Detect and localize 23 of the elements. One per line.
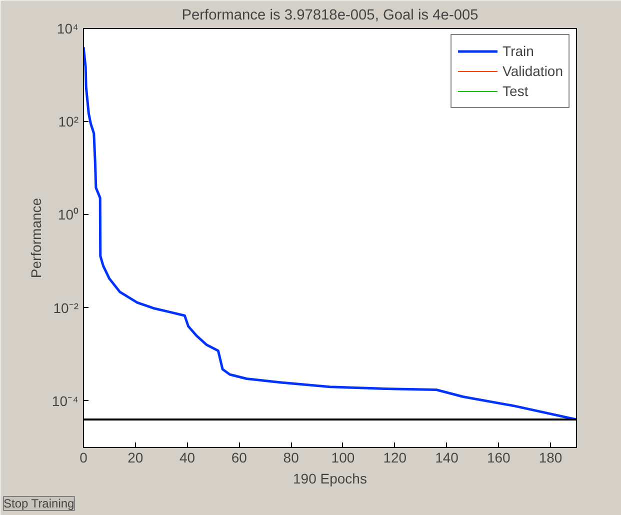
x-axis-title: 190 Epochs [293,470,367,486]
y-tick-label: 10⁻⁴ [52,392,79,409]
x-tick-label: 0 [80,450,88,466]
text: Stop Training [4,496,74,510]
x-tick-label: 160 [486,450,511,466]
x-tick-label: 80 [283,450,300,466]
y-tick-label: 10⁻² [53,300,79,316]
y-tick-label: 10² [58,114,79,130]
x-tick-label: 40 [180,450,196,466]
y-tick-label: 10⁰ [58,206,79,223]
legend-label: Validation [502,63,563,79]
x-tick-label: 20 [128,450,144,466]
chart-title: Performance is 3.97818e-005, Goal is 4e-005 [182,8,478,24]
line-series [84,46,576,421]
x-tick-label: 100 [331,450,355,466]
legend-label: Test [502,83,528,99]
x-tick-label: 120 [383,450,407,466]
legend-label: Train [502,43,534,59]
y-tick-label: 10⁴ [56,20,79,36]
x-tick-label: 60 [231,450,248,466]
x-tick-label: 140 [435,450,459,466]
x-tick-label: 180 [538,450,562,466]
y-axis-title: Performance [28,198,44,278]
